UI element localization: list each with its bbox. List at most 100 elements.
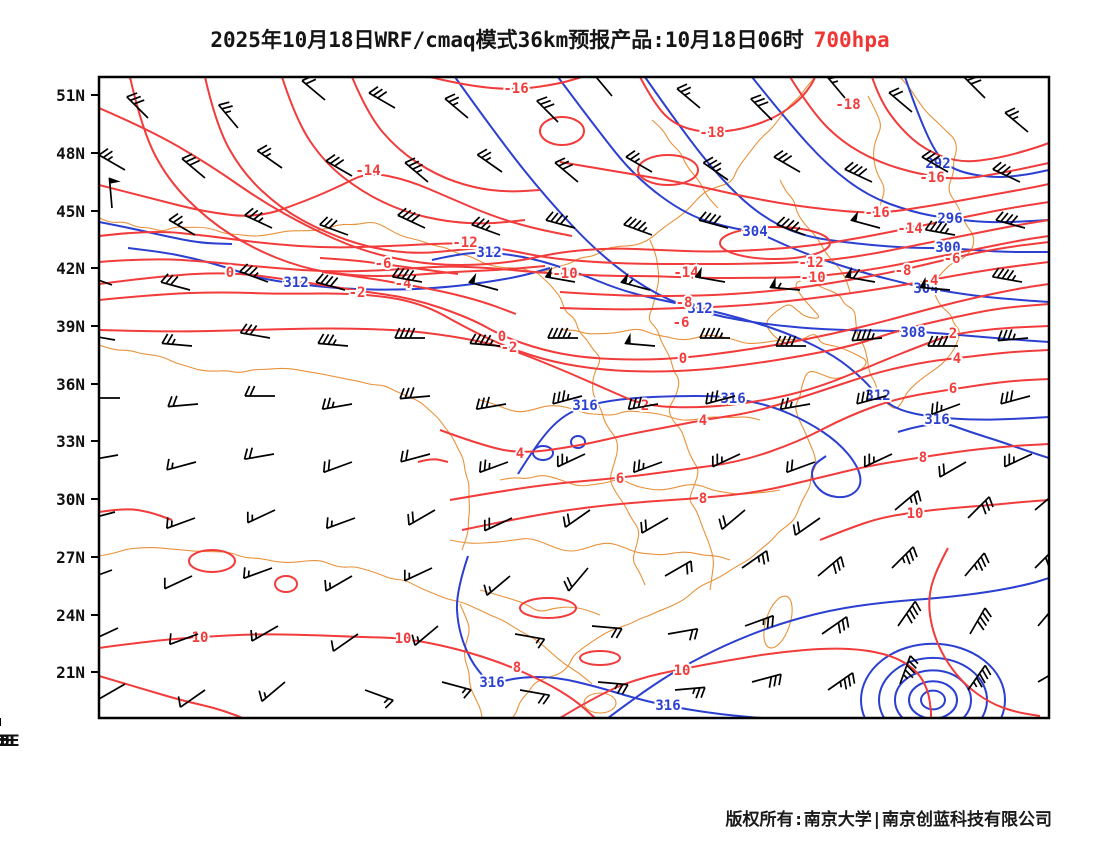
wind-barb bbox=[475, 396, 507, 411]
height-contour-label: 308 bbox=[900, 325, 925, 341]
wind-barb bbox=[930, 401, 961, 416]
wind-barb bbox=[718, 509, 746, 530]
temperature-contour-label: 8 bbox=[513, 660, 521, 676]
lat-tick-label: 30N bbox=[56, 490, 85, 509]
height-contour-label: 312 bbox=[687, 301, 712, 317]
temperature-contour bbox=[204, 77, 501, 254]
height-contour-label: 292 bbox=[925, 156, 950, 172]
wind-barb bbox=[844, 161, 873, 183]
wind-barb bbox=[1003, 453, 1033, 468]
temperature-contour-label: -14 bbox=[673, 265, 698, 281]
temperature-contour bbox=[417, 458, 449, 463]
height-contour bbox=[127, 247, 551, 291]
wind-barb-pennant bbox=[468, 272, 477, 285]
height-contour bbox=[607, 577, 1049, 718]
temperature-contour bbox=[559, 647, 932, 718]
wind-barb bbox=[744, 614, 775, 629]
temperature-contour-label: -12 bbox=[452, 235, 477, 251]
geo-border bbox=[651, 119, 719, 209]
wind-barb bbox=[399, 387, 431, 400]
copyright-footer: 版权所有:南京大学|南京创蓝科技有限公司 bbox=[725, 810, 1052, 830]
wind-barb bbox=[364, 689, 394, 709]
typhoon-ring bbox=[894, 669, 972, 718]
lat-tick-label: 33N bbox=[56, 432, 85, 451]
wind-barb bbox=[674, 686, 706, 699]
wind-barb bbox=[779, 397, 811, 411]
temperature-contour-label: -16 bbox=[919, 170, 944, 186]
wind-barb bbox=[594, 77, 613, 97]
wind-barb bbox=[924, 220, 956, 236]
lat-tick-label: 21N bbox=[56, 663, 85, 682]
temperature-contour bbox=[319, 257, 459, 275]
temperature-contour bbox=[99, 291, 1049, 373]
wind-barb bbox=[552, 390, 583, 405]
wind-barb bbox=[322, 459, 353, 474]
geo-border bbox=[449, 538, 731, 561]
temperature-contour bbox=[281, 77, 526, 225]
temperature-contour-label: -16 bbox=[503, 81, 528, 97]
wind-barb bbox=[321, 397, 353, 411]
wind-barb bbox=[545, 211, 576, 229]
temperature-contours bbox=[99, 77, 1049, 718]
wind-barb-pennant bbox=[624, 332, 631, 345]
temperature-contour bbox=[789, 77, 1049, 180]
wind-barb bbox=[317, 333, 349, 347]
wind-barb bbox=[242, 567, 273, 580]
temperature-contour-label: 10 bbox=[674, 663, 691, 679]
wind-barb bbox=[397, 207, 426, 229]
wind-barb bbox=[394, 327, 425, 339]
lon-tick-label: 125E bbox=[0, 731, 19, 750]
map-title: 2025年10月18日WRF/cmaq模式36km预报产品:10月18日06时 7… bbox=[0, 24, 1100, 54]
lat-tick-label: 36N bbox=[56, 375, 85, 394]
wind-barb bbox=[514, 633, 546, 649]
wind-barb bbox=[625, 150, 653, 173]
wind-barb bbox=[817, 556, 845, 577]
wind-barb bbox=[751, 673, 782, 688]
wind-barb bbox=[995, 211, 1026, 229]
wind-barb bbox=[899, 655, 919, 685]
temperature-contour-label: 10 bbox=[192, 630, 209, 646]
wind-barb bbox=[99, 397, 120, 399]
wind-barb bbox=[165, 517, 196, 530]
height-contour bbox=[557, 77, 1049, 303]
lat-tick-label: 51N bbox=[56, 86, 85, 105]
wind-barb bbox=[476, 148, 503, 173]
wind-barb bbox=[536, 96, 559, 123]
temperature-contour-label: -12 bbox=[798, 255, 823, 271]
wind-barb bbox=[591, 625, 623, 639]
wind-barb bbox=[1034, 552, 1049, 569]
lat-tick-label: 48N bbox=[56, 144, 85, 163]
lon-tick-label: 135E bbox=[0, 731, 19, 750]
wind-barb bbox=[964, 552, 990, 577]
wind-barb bbox=[444, 93, 469, 119]
height-contour-label: 296 bbox=[937, 211, 962, 227]
height-contour bbox=[904, 77, 1049, 178]
wind-barb bbox=[702, 156, 729, 181]
temperature-contour-cell bbox=[637, 154, 699, 186]
wind-barb bbox=[250, 625, 279, 642]
wind-barb bbox=[775, 335, 806, 347]
temperature-contour bbox=[439, 349, 1049, 453]
height-contour bbox=[431, 251, 1049, 421]
height-contour-label: 300 bbox=[935, 240, 960, 256]
height-contour bbox=[897, 423, 1049, 459]
wind-barb bbox=[483, 575, 511, 596]
wind-barb-pennant bbox=[919, 276, 926, 289]
lon-tick-label: 130E bbox=[0, 731, 19, 750]
wind-barb bbox=[1037, 611, 1049, 627]
wind-barb bbox=[161, 333, 193, 347]
temperature-contour-label: 0 bbox=[226, 265, 234, 281]
temperature-contour bbox=[99, 325, 1049, 409]
temperature-contour-label: -2 bbox=[501, 340, 518, 356]
temperature-contour bbox=[559, 261, 1049, 311]
wind-barb bbox=[938, 461, 967, 478]
temperature-contour bbox=[99, 107, 1049, 266]
wind-barb-pennant bbox=[694, 266, 702, 279]
wind-barb bbox=[969, 607, 992, 635]
height-contour bbox=[751, 77, 1049, 224]
wind-barbs bbox=[99, 77, 1049, 709]
wind-barb bbox=[167, 395, 199, 408]
wind-barb bbox=[483, 517, 513, 532]
temperature-contour-cell bbox=[188, 549, 236, 573]
